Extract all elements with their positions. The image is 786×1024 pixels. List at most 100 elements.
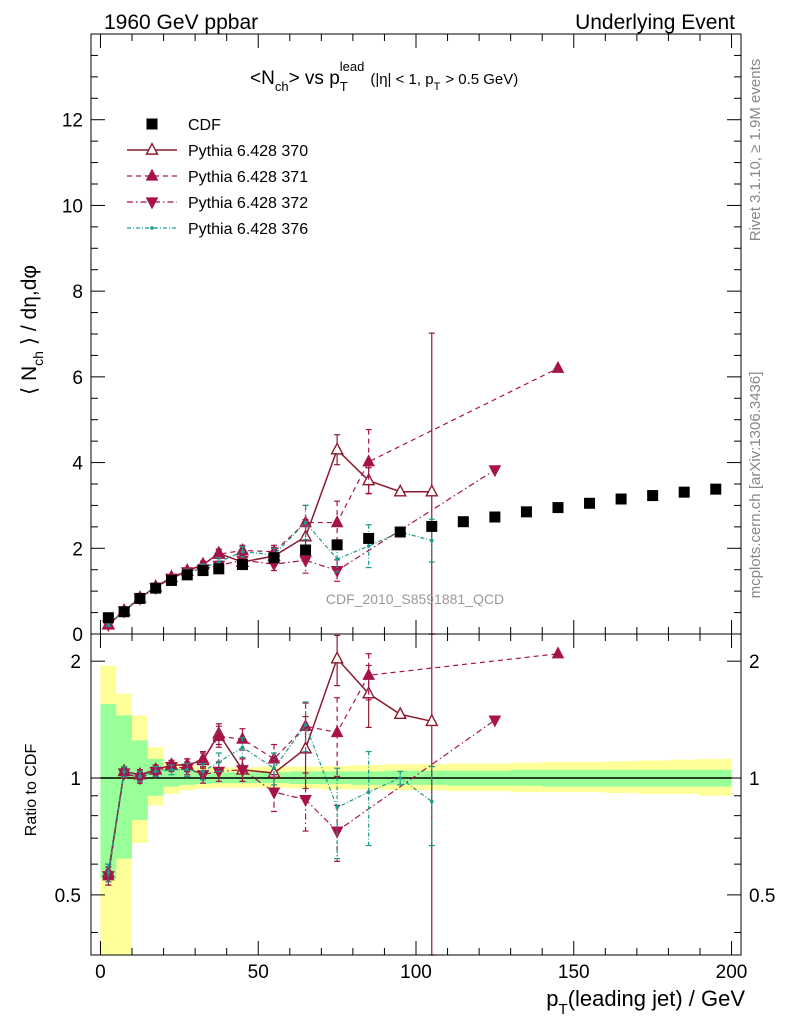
ratio-pythia-6-428-376-point (216, 760, 221, 764)
xlabel: pT(leading jet) / GeV (546, 986, 745, 1018)
cdf-point (331, 539, 343, 551)
ratio-pythia-6-428-376-point (303, 723, 308, 727)
ratio-pythia-6-428-371-point (551, 646, 565, 659)
ratio-ytick-label: 1 (70, 769, 81, 790)
cdf-point (457, 516, 469, 528)
ratio-pythia-6-428-376-point (429, 799, 434, 804)
rivet-label: Rivet 3.1.10, ≥ 1.9M events (747, 59, 764, 242)
legend-marker (150, 226, 154, 230)
pythia-6-428-376-point (303, 520, 308, 525)
ratio-pythia-6-428-376-point (398, 776, 403, 780)
uncertainty-band-outer (100, 665, 732, 955)
ratio-pythia-6-428-376-point (240, 745, 245, 750)
header-right: Underlying Event (575, 11, 735, 34)
main-ylabel: ⟨ Nch ⟩ / dη,dφ (18, 265, 46, 395)
main-data-layer (101, 332, 722, 635)
ratio-pythia-6-428-376-point (138, 774, 142, 779)
xtick-label: 50 (248, 962, 269, 983)
legend-item-pythia-6-428-376: Pythia 6.428 376 (127, 221, 308, 238)
cdf-point (213, 563, 225, 575)
legend-label: Pythia 6.428 372 (188, 195, 308, 212)
ratio-ytick-label-right: 2 (749, 652, 760, 673)
ratio-pythia-6-428-376-point (185, 768, 190, 772)
cdf-point (647, 490, 659, 502)
pythia-6-428-370-point (425, 483, 439, 497)
pythia-6-428-370-point (393, 483, 407, 497)
cdf-point (520, 506, 532, 518)
ytick-label: 4 (72, 454, 83, 475)
cdf-point (118, 606, 130, 618)
xtick-label: 0 (95, 962, 106, 983)
cdf-point (363, 532, 375, 544)
cdf-point (165, 574, 177, 586)
pythia-6-428-372-point (488, 465, 502, 478)
pythia-6-428-376-point (240, 549, 245, 554)
pythia-6-428-376-point (429, 538, 434, 543)
ratio-ticks (91, 634, 741, 955)
legend-item-pythia-6-428-372: Pythia 6.428 372 (127, 195, 308, 212)
pythia-6-428-376-point (366, 544, 371, 548)
ratio-pythia-6-428-371-line (107, 653, 559, 876)
ratio-pythia-6-428-371-point (330, 725, 344, 738)
pythia-6-428-376-point (216, 560, 221, 564)
ratio-pythia-6-428-372-point (212, 766, 226, 779)
legend-item-cdf: CDF (146, 117, 221, 134)
pythia-6-428-370-point (330, 441, 344, 455)
ratio-uncertainty-bands (100, 665, 732, 955)
ratio-pythia-6-428-376-point (122, 769, 126, 774)
cdf-point (678, 486, 690, 498)
plot-title: <Nch> vs pTlead(|η| < 1, pT > 0.5 GeV) (250, 59, 518, 94)
ytick-label: 10 (62, 196, 83, 217)
main-ticks (91, 33, 741, 635)
legend-label: Pythia 6.428 370 (188, 143, 308, 160)
ratio-pythia-6-428-376-point (153, 769, 158, 774)
cdf-point (181, 569, 193, 581)
ratio-pythia-6-428-372-point (488, 715, 502, 728)
cdf-point (102, 612, 114, 624)
pythia-6-428-371-line (107, 367, 559, 626)
pythia-6-428-372-point (299, 555, 312, 568)
legend-marker (145, 142, 159, 155)
xtick-label: 150 (558, 962, 590, 983)
cdf-point (134, 592, 146, 604)
ratio-ytick-label: 0.5 (55, 886, 81, 907)
cdf-point (615, 493, 627, 505)
pythia-6-428-371-point (551, 360, 565, 373)
ytick-label: 0 (72, 625, 83, 646)
header-left: 1960 GeV ppbar (104, 11, 258, 34)
legend-label: Pythia 6.428 376 (188, 221, 308, 238)
ratio-pythia-6-428-372-point (267, 787, 281, 800)
ytick-label: 8 (72, 282, 83, 303)
ratio-pythia-6-428-376-point (106, 870, 111, 875)
cdf-point (197, 565, 209, 577)
pythia-6-428-371-point (330, 515, 344, 528)
ratio-pythia-6-428-372-point (236, 765, 249, 778)
ratio-data-layer (101, 633, 565, 956)
cdf-point (710, 483, 722, 495)
ratio-pythia-6-428-370-point (330, 650, 344, 664)
legend-item-pythia-6-428-371: Pythia 6.428 371 (127, 168, 308, 186)
cdf-point (584, 497, 596, 509)
cdf-point (300, 544, 312, 556)
legend: CDF Pythia 6.428 370 Pythia 6.428 371 Pythi… (127, 117, 308, 238)
ratio-ytick-label-right: 0.5 (749, 886, 775, 907)
cdf-point (426, 520, 438, 532)
xtick-labels: 0 50 100 150 200 (95, 962, 747, 983)
main-ytick-labels: 0 2 4 6 8 10 12 (62, 111, 84, 646)
ratio-panel: 0.5 0.5 1 1 2 2 0 50 100 150 200 Ratio to CDF pT(… (23, 633, 775, 1018)
ratio-pythia-6-428-376-point (169, 768, 174, 772)
cdf-point (150, 582, 162, 594)
cdf-point (268, 552, 280, 564)
ratio-ylabel: Ratio to CDF (23, 744, 40, 837)
legend-item-pythia-6-428-370: Pythia 6.428 370 (127, 142, 308, 160)
legend-label: Pythia 6.428 371 (188, 169, 308, 186)
pythia-6-428-376-point (106, 622, 111, 627)
ratio-pythia-6-428-372-point (299, 794, 312, 807)
ratio-pythia-6-428-376-point (366, 790, 371, 794)
legend-label: CDF (188, 117, 221, 134)
cdf-point (236, 559, 248, 571)
pythia-6-428-376-line (107, 521, 432, 626)
ratio-pythia-6-428-376-point (272, 766, 276, 771)
xtick-label: 200 (716, 962, 748, 983)
